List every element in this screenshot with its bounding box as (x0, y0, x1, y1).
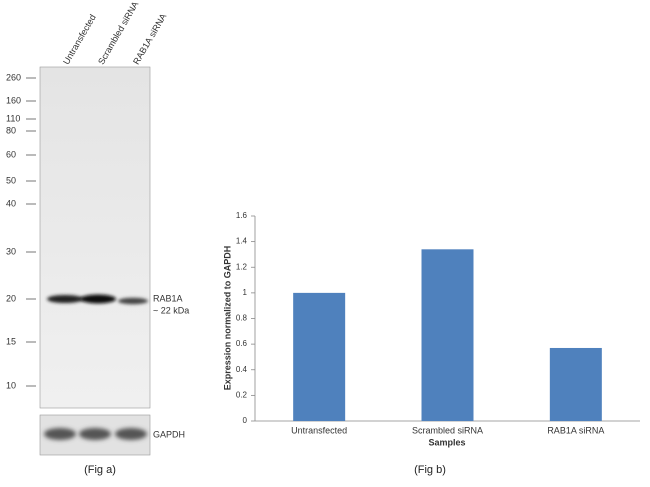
marker-label: 20 (6, 293, 16, 303)
band (47, 295, 83, 303)
y-tick-label: 1 (243, 288, 248, 297)
marker-label: 60 (6, 149, 16, 159)
marker-label: 40 (6, 198, 16, 208)
fig-a-title: (Fig a) (84, 464, 116, 476)
marker-label: 80 (6, 125, 16, 135)
band-label: RAB1A (153, 293, 183, 303)
y-tick-label: 0.2 (236, 390, 248, 399)
y-tick-label: 1.6 (236, 211, 248, 220)
band (80, 294, 116, 304)
x-axis-label: Samples (428, 437, 465, 447)
y-tick-label: 0.4 (236, 365, 248, 374)
band-size: ~ 22 kDa (153, 305, 189, 315)
blot: RAB1A ~ 22 kDa GAPDH (Fig a) (39, 66, 189, 476)
marker-label: 30 (6, 246, 16, 256)
band (115, 428, 147, 440)
band (44, 428, 76, 440)
bar (421, 249, 474, 421)
y-tick-label: 0 (243, 416, 248, 425)
bar (549, 347, 602, 421)
marker-label: 110 (6, 113, 20, 123)
marker-label: 50 (6, 175, 16, 185)
y-tick-label: 0.6 (236, 339, 248, 348)
marker-label: 10 (6, 380, 16, 390)
band (79, 428, 111, 440)
lane-label: RAB1A siRNA (131, 12, 168, 66)
marker-label: 260 (6, 72, 21, 82)
x-tick-label: Scrambled siRNA (412, 425, 483, 435)
blot-membrane (39, 66, 151, 409)
chart: (Fig b) Samples Expression normalized to… (222, 246, 465, 476)
y-axis-label: Expression normalized to GAPDH (222, 246, 232, 391)
chart-title: (Fig b) (414, 464, 446, 476)
control-label: GAPDH (153, 429, 185, 439)
band (118, 297, 148, 305)
y-tick-label: 0.8 (236, 314, 248, 323)
x-tick-label: RAB1A siRNA (547, 425, 604, 435)
bar (293, 292, 346, 421)
marker-label: 15 (6, 336, 16, 346)
y-tick-label: 1.4 (236, 237, 248, 246)
lane-label: Untransfected (61, 13, 98, 67)
y-tick-label: 1.2 (236, 262, 248, 271)
x-tick-label: Untransfected (291, 425, 347, 435)
marker-label: 160 (6, 95, 21, 105)
